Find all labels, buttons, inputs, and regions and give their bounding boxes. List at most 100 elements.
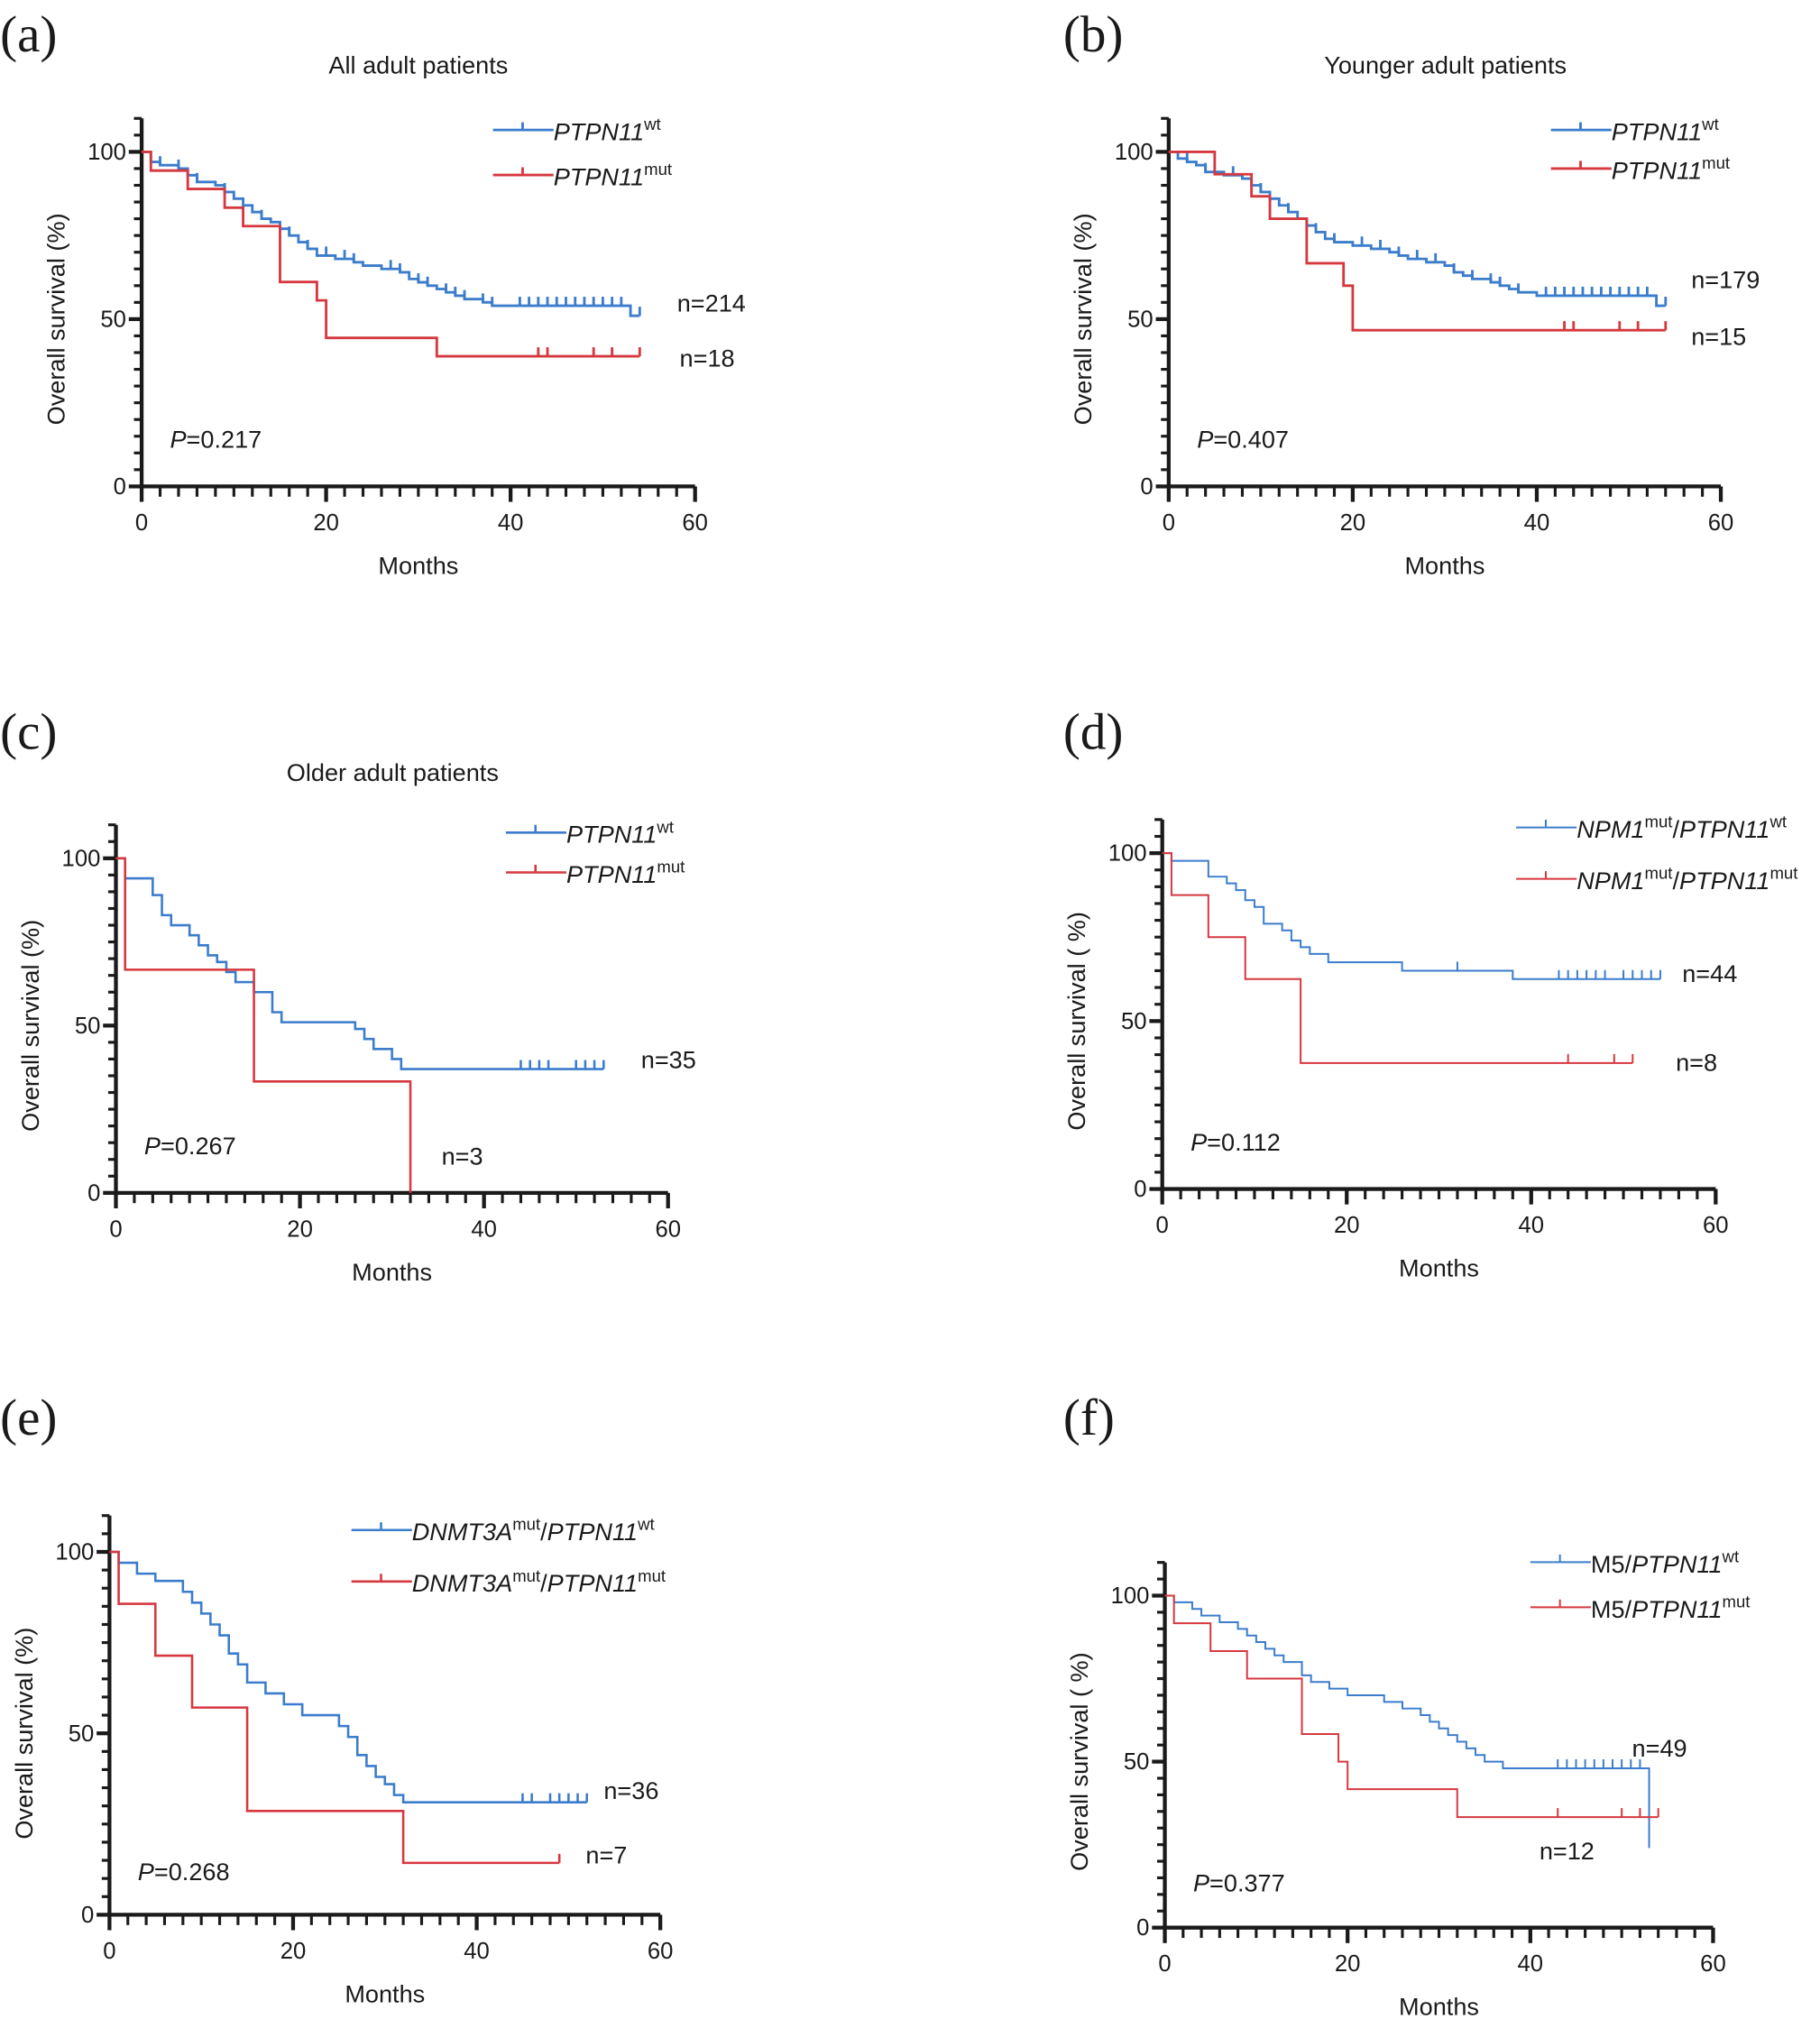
x-tick-label: 40 (498, 510, 524, 536)
p-value: P=0.407 (1197, 426, 1289, 454)
x-tick-label: 20 (280, 1939, 307, 1964)
legend-prefix: M5/ (1591, 1595, 1632, 1623)
legend-gene: PTPN11 (1632, 1595, 1722, 1623)
survival-curve (1168, 150, 1666, 332)
legend-gene: PTPN11 (566, 860, 657, 888)
p-symbol: P (1190, 1128, 1207, 1156)
legend-prefix: NPM1 (1576, 867, 1644, 895)
x-tick-label: 20 (1334, 1213, 1360, 1238)
x-tick-label: 60 (682, 510, 708, 536)
p-symbol: P (1193, 1869, 1209, 1897)
legend-label: PTPN11mut (566, 858, 685, 888)
legend-sup: wt (1769, 812, 1787, 831)
x-axis-label: Months (352, 1258, 432, 1286)
x-axis-label: Months (1404, 551, 1484, 579)
x-tick-label: 20 (1340, 510, 1366, 536)
p-value: P=0.217 (170, 426, 262, 454)
n-label: n=18 (680, 344, 735, 372)
legend-sup: wt (637, 1515, 655, 1534)
panel-a: (a) All adult patients 0 20 40 60 0 50 100 Months… (0, 6, 746, 579)
survival-curve (1164, 1594, 1650, 1849)
x-tick-label: 40 (464, 1939, 490, 1964)
panel-label: (f) (1063, 1390, 1115, 1446)
p-value: P=0.268 (138, 1858, 230, 1886)
y-tick-label: 50 (1124, 1749, 1150, 1775)
x-tick-label: 60 (1708, 510, 1734, 536)
y-tick-label: 0 (81, 1903, 94, 1928)
survival-curve (1162, 852, 1660, 980)
x-tick-label: 0 (1163, 510, 1175, 536)
legend-sup: mut (1769, 864, 1798, 883)
p-text: =0.112 (1207, 1128, 1281, 1156)
x-axis-label: Months (378, 551, 458, 579)
survival-curve (142, 150, 640, 317)
legend-sup: wt (1701, 115, 1719, 133)
n-label: n=12 (1540, 1837, 1595, 1865)
legend-prefix-sup: mut (1645, 812, 1674, 831)
y-axis-label: Overall survival (%) (41, 213, 69, 425)
legend-sup: mut (1723, 1592, 1751, 1611)
series-mut: PTPN11mut n=15 (1168, 150, 1746, 350)
legend-gene: PTPN11 (554, 162, 644, 190)
p-value: P=0.112 (1190, 1128, 1281, 1156)
legend-prefix: M5/ (1591, 1550, 1632, 1578)
p-text: =0.407 (1213, 426, 1289, 454)
p-value: P=0.377 (1193, 1869, 1285, 1897)
p-text: =0.217 (187, 426, 262, 454)
y-axis-label: Overall survival (%) (1069, 213, 1097, 425)
legend-gene: PTPN11 (1679, 815, 1769, 843)
legend-label: NPM1mut/PTPN11mut (1576, 864, 1798, 895)
panel-b: (b) Younger adult patients 0 20 40 60 0 50 100 Mo… (1063, 6, 1760, 579)
survival-curve (109, 1550, 560, 1865)
panel-label: (a) (0, 6, 57, 63)
y-tick-label: 50 (1127, 307, 1154, 332)
legend-gene: PTPN11 (554, 118, 644, 146)
legend-gene: PTPN11 (566, 821, 657, 849)
n-label: n=36 (603, 1776, 658, 1804)
legend-label: M5/PTPN11mut (1591, 1592, 1751, 1622)
y-tick-label: 100 (1111, 1583, 1150, 1609)
legend-label: DNMT3Amut/PTPN11wt (412, 1515, 656, 1546)
p-symbol: P (1197, 426, 1213, 454)
legend-prefix: DNMT3A (412, 1518, 512, 1546)
x-axis-label: Months (1399, 1993, 1479, 2019)
x-tick-label: 0 (1156, 1213, 1169, 1238)
x-tick-label: 60 (1700, 1951, 1726, 1977)
series-mut: M5/PTPN11mut n=12 (1164, 1592, 1751, 1865)
x-tick-label: 0 (135, 510, 148, 536)
x-axis-label: Months (345, 1979, 425, 2007)
x-tick-label: 20 (287, 1216, 313, 1242)
y-axis-label: Overall survival (%) (10, 1628, 38, 1840)
legend-sup: wt (1722, 1546, 1740, 1565)
legend-gene: PTPN11 (1632, 1550, 1722, 1578)
y-tick-label: 0 (1136, 1915, 1149, 1941)
legend-label: DNMT3Amut/PTPN11mut (412, 1566, 666, 1597)
panel-label: (b) (1063, 6, 1124, 63)
panel-label: (c) (0, 704, 57, 761)
legend-label: PTPN11mut (1612, 153, 1731, 184)
y-tick-label: 0 (1140, 474, 1153, 500)
y-tick-label: 100 (87, 140, 126, 165)
legend-sup: wt (643, 115, 661, 133)
x-axis-label: Months (1399, 1254, 1479, 1282)
y-tick-label: 100 (55, 1540, 94, 1565)
y-tick-label: 0 (114, 474, 126, 500)
n-label: n=15 (1691, 322, 1746, 350)
p-symbol: P (144, 1132, 161, 1160)
n-label: n=49 (1632, 1734, 1687, 1762)
panel-label: (d) (1063, 704, 1124, 761)
legend-label: NPM1mut/PTPN11wt (1576, 812, 1788, 843)
p-value: P=0.267 (144, 1132, 236, 1160)
legend-sup: mut (1702, 153, 1731, 172)
legend-prefix-sup: mut (1645, 864, 1674, 883)
legend-sup: mut (644, 160, 673, 179)
legend-prefix: NPM1 (1576, 815, 1644, 843)
survival-curve (115, 857, 412, 1193)
legend-label: PTPN11wt (566, 817, 675, 848)
survival-curve (142, 150, 640, 358)
panel-d: (d) 0 20 40 60 0 50 100 Months Overall survival (… (1062, 704, 1798, 1282)
